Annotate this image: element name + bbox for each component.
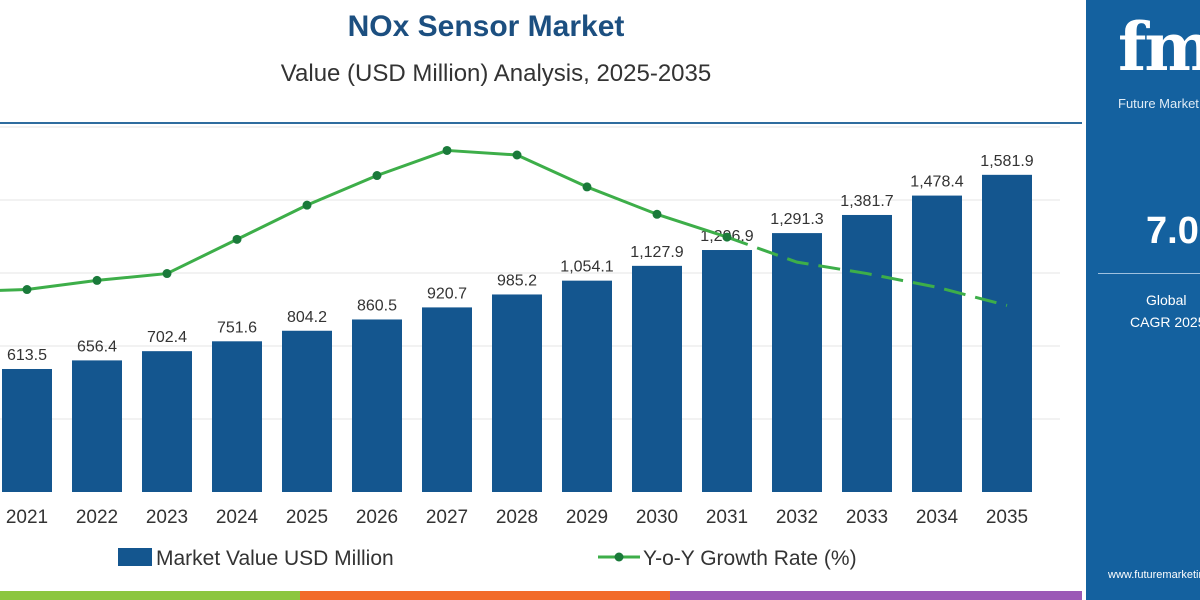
- growth-marker-2026: [372, 171, 382, 181]
- bar-label-2032: 1,291.3: [770, 211, 823, 228]
- bar-2034: [912, 195, 962, 492]
- side-panel: fmi Future Market Insights 7.0 Global CA…: [1086, 0, 1200, 600]
- x-tick-2023: 2023: [146, 507, 188, 528]
- bar-2028: [492, 294, 542, 492]
- x-tick-2021: 2021: [6, 507, 48, 528]
- x-tick-2026: 2026: [356, 507, 398, 528]
- bar-label-2028: 985.2: [497, 272, 537, 289]
- x-axis-ticks: 2021 2022 2023 2024 2025 2026 2027 2028 2029 2030…: [6, 507, 1028, 528]
- bar-2027: [422, 307, 472, 492]
- brand-name: Future Market Insights: [1118, 96, 1200, 111]
- growth-marker-2031: [722, 232, 732, 242]
- bar-label-2021: 613.5: [7, 347, 47, 364]
- cagr-value: 7.0: [1146, 210, 1199, 252]
- bar-2026: [352, 319, 402, 492]
- title-divider: [0, 122, 1082, 124]
- x-tick-2032: 2032: [776, 507, 818, 528]
- growth-line-series: [0, 145, 1008, 307]
- x-tick-2022: 2022: [76, 507, 118, 528]
- chart-title: NOx Sensor Market: [347, 10, 625, 43]
- website-url[interactable]: www.futuremarketinsights.com: [1108, 569, 1200, 581]
- x-tick-2029: 2029: [566, 507, 608, 528]
- growth-marker-2021: [22, 285, 32, 295]
- chart-subtitle: Value (USD Million) Analysis, 2025-2035: [280, 60, 712, 87]
- growth-line-forecast: [726, 235, 1008, 307]
- bar-2035: [982, 174, 1032, 493]
- legend-swatch-market-value: [118, 548, 152, 566]
- x-tick-2030: 2030: [636, 507, 678, 528]
- growth-marker-2028: [512, 150, 522, 160]
- x-tick-2031: 2031: [706, 507, 748, 528]
- bar-label-2035: 1,581.9: [980, 153, 1033, 170]
- x-tick-2025: 2025: [286, 507, 328, 528]
- cagr-label-scope: Global: [1146, 292, 1187, 308]
- bar-label-2033: 1,381.7: [840, 193, 893, 210]
- x-tick-2033: 2033: [846, 507, 888, 528]
- bar-label-2026: 860.5: [357, 297, 397, 314]
- legend: Market Value USD Million Y-o-Y Growth Ra…: [118, 547, 857, 570]
- bar-label-2030: 1,127.9: [630, 244, 683, 261]
- bar-label-2034: 1,478.4: [910, 174, 963, 191]
- bar-label-2024: 751.6: [217, 319, 257, 336]
- x-tick-2028: 2028: [496, 507, 538, 528]
- growth-marker-2029: [582, 182, 592, 192]
- bar-2021: [2, 368, 52, 492]
- bar-label-2025: 804.2: [287, 309, 327, 326]
- bar-2029: [562, 280, 612, 492]
- growth-marker-2023: [162, 269, 172, 279]
- bar-2030: [632, 265, 682, 492]
- bar-label-2027: 920.7: [427, 285, 467, 302]
- bar-label-2023: 702.4: [147, 329, 187, 346]
- bar-2025: [282, 330, 332, 492]
- growth-marker-2025: [302, 200, 312, 210]
- footer-band-green: [0, 591, 300, 600]
- x-tick-2027: 2027: [426, 507, 468, 528]
- bar-2033: [842, 214, 892, 492]
- bar-2023: [142, 351, 192, 492]
- cagr-label-period: CAGR 2025-2035: [1130, 314, 1200, 330]
- bar-2022: [72, 360, 122, 492]
- x-tick-2024: 2024: [216, 507, 259, 528]
- growth-marker-2024: [232, 234, 242, 244]
- growth-marker-2030: [652, 209, 662, 219]
- legend-label-growth-rate: Y-o-Y Growth Rate (%): [643, 547, 857, 570]
- bar-series: [2, 174, 1032, 493]
- growth-marker-2022: [92, 275, 102, 285]
- bar-label-2022: 656.4: [77, 338, 117, 355]
- side-panel-divider: [1098, 273, 1200, 274]
- chart-canvas: 613.5 656.4 702.4 751.6 804.2 860.5 920.7 985.2…: [0, 126, 1060, 570]
- legend-label-market-value: Market Value USD Million: [156, 547, 394, 570]
- growth-marker-2027: [442, 145, 452, 155]
- bar-2032: [772, 233, 822, 492]
- footer-band-purple: [670, 591, 1082, 600]
- x-tick-2034: 2034: [916, 507, 959, 528]
- bar-label-2029: 1,054.1: [560, 259, 613, 276]
- brand-logo: fmi: [1118, 8, 1200, 86]
- footer-band-orange: [300, 591, 670, 600]
- bar-2031: [702, 250, 752, 492]
- bar-2024: [212, 341, 262, 492]
- growth-line-actual: [0, 148, 728, 292]
- legend-swatch-growth-marker: [614, 552, 624, 562]
- x-tick-2035: 2035: [986, 507, 1028, 528]
